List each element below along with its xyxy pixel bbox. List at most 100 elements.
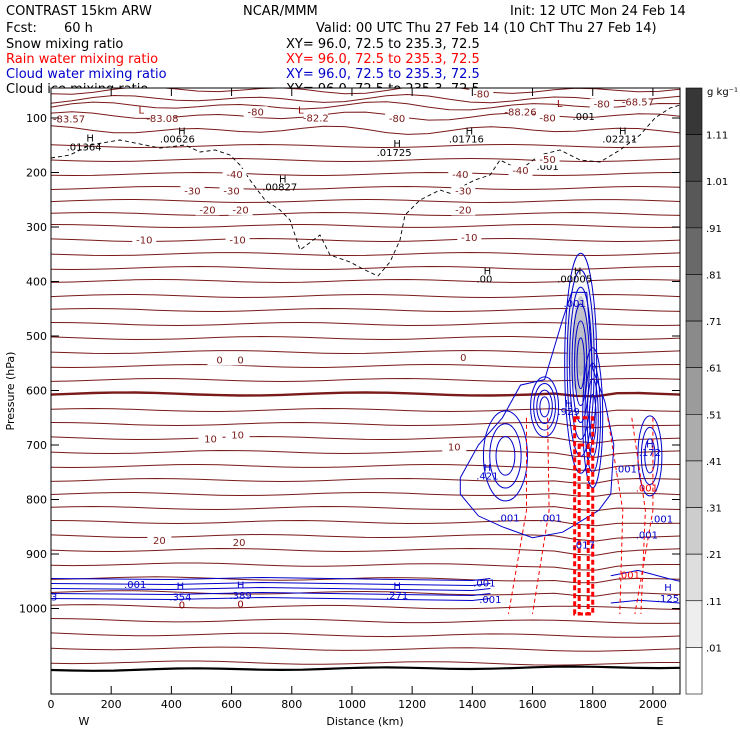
- temperature-label: -80: [539, 113, 555, 124]
- extremum-label: 0: [237, 599, 243, 610]
- extremum-label: .017: [573, 541, 595, 552]
- extremum-label: H: [237, 580, 245, 591]
- temperature-label-bg: [228, 354, 253, 366]
- x-tick-label: 0: [48, 698, 55, 711]
- temperature-label: -80: [473, 89, 489, 100]
- extremum-label: .001: [124, 580, 146, 591]
- extremum-label: .00005: [557, 275, 592, 286]
- x-tick-label: 200: [101, 698, 122, 711]
- extremum-label: H: [646, 440, 654, 451]
- cloud-water-cell: [536, 389, 553, 425]
- temperature-label: -88.26: [504, 107, 536, 118]
- temperature-label: -80: [594, 100, 610, 111]
- temperature-label-bg: [207, 354, 232, 366]
- rain-water-contours: [508, 416, 654, 616]
- temperature-label-bg: [469, 88, 494, 100]
- isotherm-line: [51, 185, 680, 191]
- temperature-label-bg: [589, 98, 614, 110]
- y-tick-label: 1000: [19, 603, 47, 616]
- colorbar-bin: [685, 647, 703, 695]
- cloud-ice-contours: [51, 104, 680, 277]
- colorbar-label: .91: [706, 224, 722, 235]
- colorbar-bin: [685, 414, 703, 462]
- extremum-label: H: [466, 126, 474, 137]
- temperature-label: -40: [452, 170, 468, 181]
- extremum-label: L: [557, 99, 563, 110]
- x-tick-label: 1000: [338, 698, 366, 711]
- temperature-label: -80: [247, 107, 263, 118]
- y-tick-label: 400: [26, 276, 47, 289]
- temperature-label-bg: [198, 433, 223, 445]
- extremum-label: .354: [169, 592, 191, 603]
- ground-line: [51, 665, 680, 672]
- temperature-label-bg: [451, 185, 476, 197]
- field-xy-rain: XY= 96.0, 72.5 to 235.3, 72.5: [286, 52, 480, 67]
- temperature-label-bg: [222, 168, 247, 180]
- temperature-label: -30: [455, 186, 471, 197]
- isotherm-line: [51, 198, 680, 204]
- temperature-label: -30: [223, 186, 239, 197]
- temperature-label-bg: [180, 185, 205, 197]
- y-tick-label: 300: [26, 221, 47, 234]
- stratus-band: [51, 591, 491, 597]
- temperature-label-bg: [535, 112, 560, 124]
- extremum-label: .271: [386, 591, 408, 602]
- cloud-water-cell: [644, 438, 656, 474]
- y-tick-label: 900: [26, 548, 47, 561]
- colorbar-label: .81: [706, 270, 722, 281]
- temperature-label: -20: [455, 205, 471, 216]
- temperature-label-bg: [457, 232, 482, 244]
- field-xy-cloud-water: XY= 96.0, 72.5 to 235.3, 72.5: [286, 67, 480, 82]
- cloud-water-cell: [640, 426, 659, 485]
- stratus-band: [51, 581, 491, 587]
- cloud-water-cell: [530, 376, 560, 438]
- temperature-label: -10: [229, 235, 245, 246]
- west-label: W: [79, 715, 90, 728]
- x-tick-label: 1400: [458, 698, 486, 711]
- temperature-label: 0: [216, 355, 222, 366]
- colorbar-label: 1.01: [706, 177, 728, 188]
- stratus-band: [51, 596, 491, 602]
- temperature-label-bg: [57, 113, 82, 125]
- isotherm-line: [51, 211, 680, 217]
- field-xy-snow: XY= 96.0, 72.5 to 235.3, 72.5: [286, 37, 480, 52]
- cloud-water-cell: [637, 415, 663, 497]
- extremum-label: .001: [564, 299, 586, 310]
- temperature-label-bg: [442, 441, 467, 453]
- colorbar-bin: [685, 367, 703, 415]
- colorbar-bin: [685, 460, 703, 508]
- stratus-band: [51, 576, 491, 582]
- temperature-label-bg: [225, 429, 250, 441]
- temperature-label: 10: [231, 430, 244, 441]
- y-tick-label: 100: [26, 112, 47, 125]
- temperature-label: -40: [512, 166, 528, 177]
- isotherm-line: [51, 101, 680, 111]
- colorbar-bin: [685, 227, 703, 275]
- isotherm-line: [51, 576, 680, 584]
- x-tick-label: 1800: [579, 698, 607, 711]
- cloud-water-cell: [539, 396, 550, 418]
- temperature-label: -40: [226, 170, 242, 181]
- rain-contour: [607, 417, 624, 615]
- temperature-label: 0: [237, 355, 243, 366]
- extremum-label: .001: [473, 579, 495, 590]
- colorbar-bin: [685, 553, 703, 602]
- temperature-label: 10: [204, 434, 217, 445]
- init-time: Init: 12 UTC Mon 24 Feb 14: [510, 4, 686, 19]
- rain-core: [573, 416, 595, 616]
- cloud-water-core: [564, 252, 598, 474]
- extremum-label: .001: [636, 531, 658, 542]
- x-tick-label: 800: [281, 698, 302, 711]
- colorbar-label: 1.11: [706, 131, 728, 142]
- temperature-label-bg: [451, 204, 476, 216]
- colorbar-label: .01: [706, 643, 722, 654]
- temperature-label: -83.57: [53, 114, 85, 125]
- temperature-label-bg: [243, 106, 268, 118]
- fcst-value: 60 h: [64, 21, 93, 36]
- chart-header: CONTRAST 15km ARW NCAR/MMM Init: 12 UTC …: [6, 4, 686, 97]
- y-tick-label: 200: [26, 167, 47, 180]
- cloud-water-outline: [459, 291, 615, 539]
- extremum-label: 0: [179, 601, 185, 612]
- valid-time: Valid: 00 UTC Thu 27 Feb 14 (10 ChT Thu …: [316, 21, 657, 36]
